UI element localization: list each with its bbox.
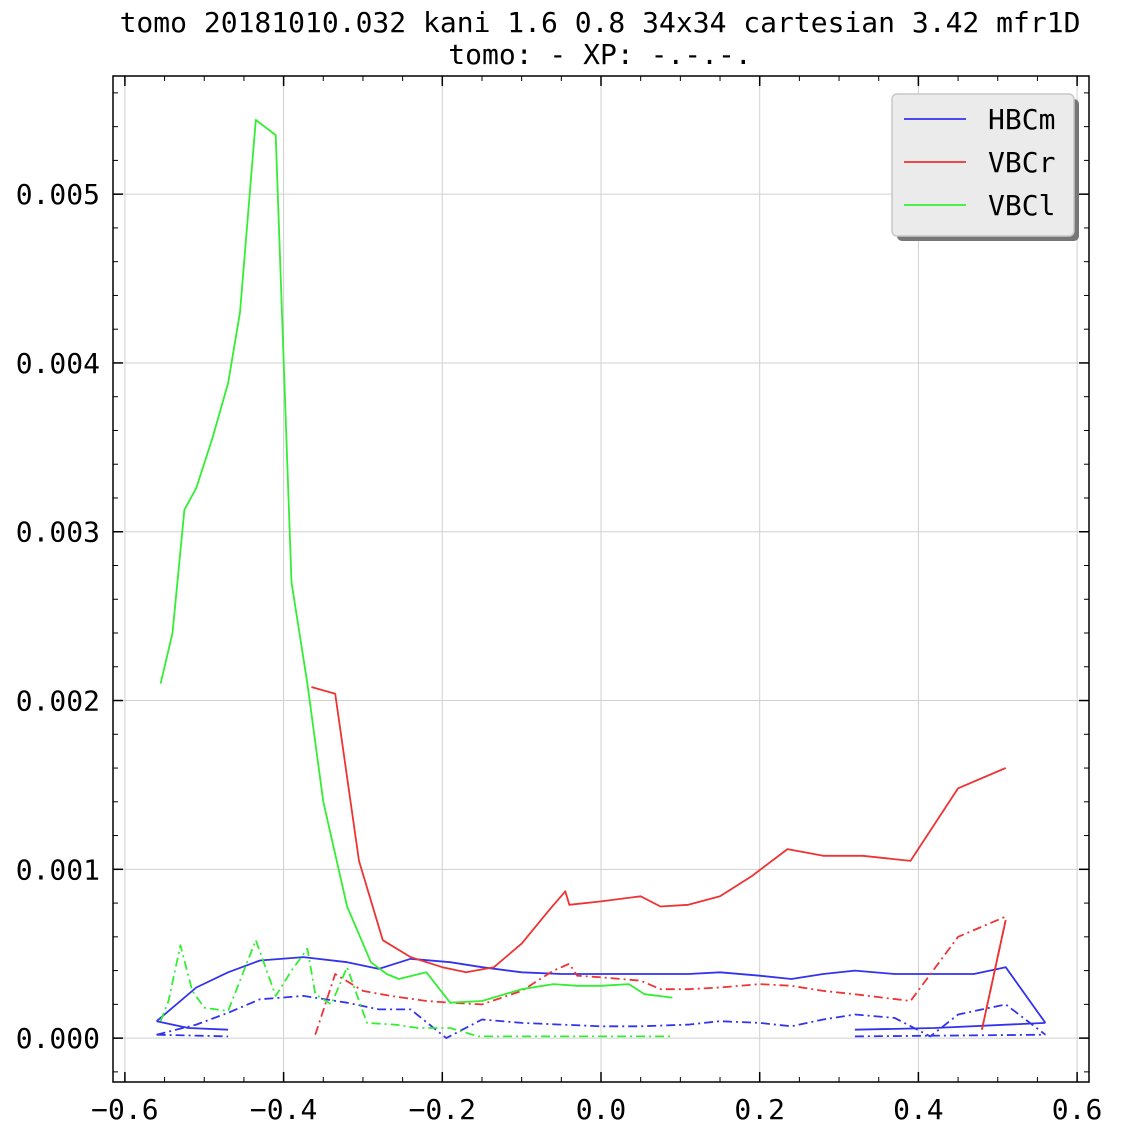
series-hbcm: [156, 956, 1047, 1024]
y-tick-label: 0.005: [16, 178, 100, 211]
series-line: [854, 1022, 1046, 1031]
x-tick-label: −0.6: [91, 1093, 158, 1126]
y-tick-label: 0.001: [16, 853, 100, 886]
legend-label: HBCm: [988, 103, 1055, 136]
legend-box: [891, 93, 1075, 237]
series-group: [156, 119, 1047, 1039]
x-tick-label: 0.0: [576, 1093, 627, 1126]
legend: HBCm VBCr VBCl: [891, 93, 1079, 241]
y-tick-label: 0.002: [16, 685, 100, 718]
x-tick-label: 0.2: [734, 1093, 785, 1126]
x-tick-label: −0.2: [409, 1093, 476, 1126]
series-vbcr: [311, 686, 1007, 974]
chart-subtitle: tomo: - XP: -.-.-.: [448, 38, 751, 71]
series-line-dashdot: [156, 995, 1046, 1039]
axis-ticks: −0.6 −0.4 −0.2 0.0 0.2 0.4 0.6 0.000 0.001 0.002 0…: [16, 76, 1103, 1126]
x-tick-label: 0.4: [893, 1093, 944, 1126]
series-line-dashdot: [854, 1033, 1046, 1038]
series-line: [156, 1020, 229, 1031]
y-tick-label: 0.000: [16, 1022, 100, 1055]
series-line-dashdot: [156, 1033, 229, 1038]
legend-label: VBCl: [988, 189, 1055, 222]
y-tick-label: 0.003: [16, 516, 100, 549]
x-tick-label: 0.6: [1052, 1093, 1103, 1126]
series-vbcl: [159, 119, 673, 1004]
y-tick-label: 0.004: [16, 347, 100, 380]
series-line-dashdot: [159, 939, 673, 1038]
chart-title: tomo 20181010.032 kani 1.6 0.8 34x34 car…: [120, 6, 1081, 39]
x-tick-label: −0.4: [250, 1093, 317, 1126]
legend-label: VBCr: [988, 146, 1055, 179]
series-line: [981, 919, 1007, 1030]
